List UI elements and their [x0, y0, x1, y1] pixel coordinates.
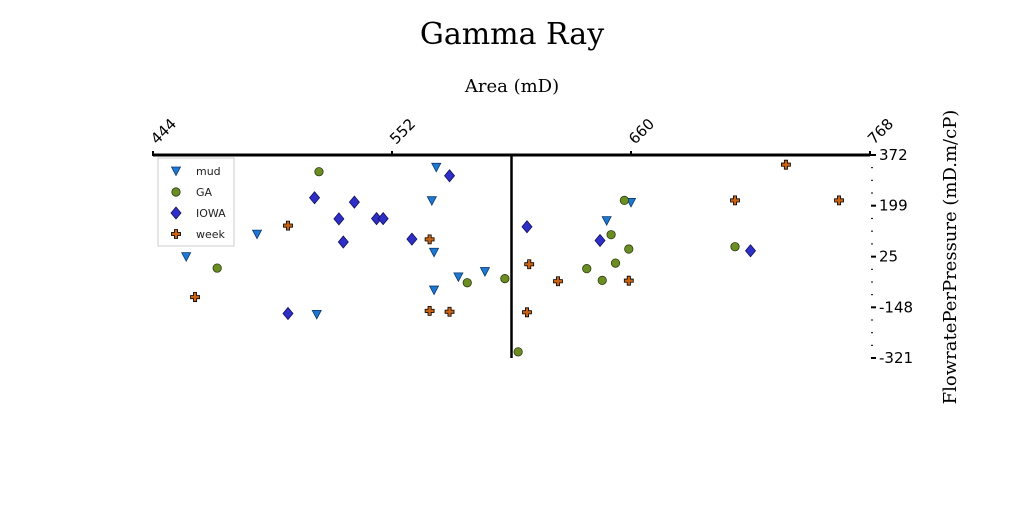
marker-mud	[601, 216, 612, 226]
marker-week	[834, 195, 844, 206]
y-tick-label: 199	[879, 197, 908, 215]
marker-iowa	[337, 235, 349, 249]
legend-marker-iowa	[170, 206, 182, 220]
marker-iowa	[521, 220, 533, 234]
marker-ga	[597, 275, 607, 285]
marker-mud	[426, 196, 437, 207]
x-axis-label: Area (mD)	[464, 76, 559, 97]
legend-markers	[170, 166, 182, 239]
marker-week	[524, 259, 535, 270]
marker-ga	[513, 347, 523, 357]
marker-iowa	[309, 191, 321, 205]
legend-label-ga: GA	[196, 186, 213, 199]
marker-week	[623, 275, 634, 286]
marker-week	[283, 220, 293, 231]
legend-marker-ga	[171, 187, 181, 197]
legend-label-iowa: IOWA	[196, 207, 226, 220]
marker-week	[424, 234, 435, 245]
legend-marker-week	[171, 229, 181, 239]
marker-mud	[431, 162, 442, 173]
x-tick-label: 768	[864, 115, 897, 148]
marker-week	[553, 276, 563, 287]
marker-ga	[730, 242, 740, 252]
marker-ga	[624, 244, 634, 254]
marker-week	[190, 292, 200, 302]
marker-week	[781, 159, 791, 170]
marker-ga	[582, 264, 592, 274]
chart-title: Gamma Ray	[420, 17, 604, 52]
marker-mud	[181, 252, 192, 263]
marker-iowa	[333, 212, 345, 226]
marker-iowa	[348, 195, 360, 209]
y-tick-label: -321	[879, 349, 913, 367]
legend: mud GA IOWA week	[157, 157, 235, 247]
marker-iowa	[377, 211, 389, 226]
x-tick-label: 660	[625, 115, 658, 148]
marker-mud	[479, 267, 491, 277]
marker-week	[444, 306, 455, 317]
legend-marker-mud	[170, 166, 182, 177]
marker-mud	[428, 247, 440, 258]
marker-ga	[462, 278, 472, 288]
marker-mud	[453, 272, 464, 283]
marker-ga	[610, 258, 621, 268]
legend-label-mud: mud	[196, 165, 221, 178]
y-tick-label: 25	[879, 248, 898, 266]
marker-mud	[311, 309, 322, 320]
legend-box	[157, 157, 235, 247]
marker-iowa	[594, 233, 606, 248]
marker-ga	[606, 230, 616, 240]
marker-ga	[619, 195, 629, 206]
data-markers	[181, 159, 844, 357]
marker-ga	[500, 274, 510, 284]
marker-week	[522, 307, 532, 318]
y-tick-label: 372	[879, 146, 908, 164]
marker-iowa	[444, 169, 456, 183]
marker-ga	[212, 263, 222, 273]
marker-iowa	[406, 232, 418, 246]
legend-label-week: week	[196, 228, 226, 241]
y-tick-label: -148	[879, 298, 913, 316]
marker-iowa	[282, 306, 294, 321]
x-tick-label: 444	[147, 115, 180, 148]
marker-mud	[428, 285, 440, 296]
marker-ga	[314, 167, 324, 177]
marker-week	[424, 305, 435, 316]
marker-iowa	[744, 244, 757, 258]
y-axis-label: FlowratePerPressure (mD.m/cP)	[940, 110, 961, 405]
marker-mud	[251, 229, 263, 240]
marker-week	[730, 195, 740, 206]
x-tick-label: 552	[386, 115, 419, 148]
